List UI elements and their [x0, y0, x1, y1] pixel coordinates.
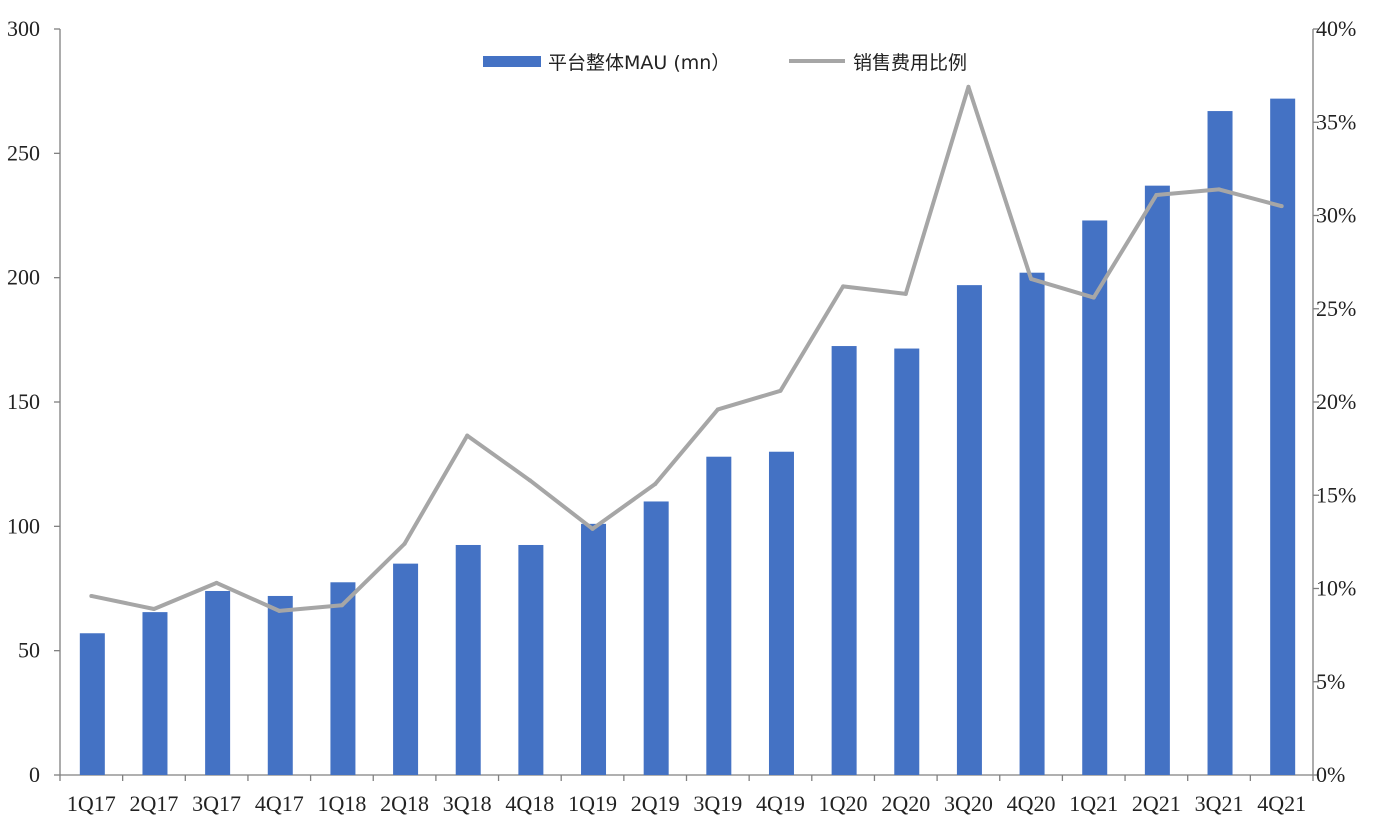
x-tick-label: 2Q18 [380, 791, 429, 816]
point-sales-ratio-4Q18 [527, 478, 532, 483]
x-tick-label: 4Q18 [505, 791, 554, 816]
x-tick-label: 1Q19 [568, 791, 617, 816]
y-left-tick-label: 0 [29, 762, 40, 787]
y-left-tick-label: 150 [7, 389, 40, 414]
x-tick-label: 2Q19 [631, 791, 680, 816]
point-sales-ratio-3Q19 [715, 407, 720, 412]
bar-mau-3Q18 [455, 544, 481, 775]
x-tick-label: 4Q19 [756, 791, 805, 816]
bar-mau-1Q17 [79, 633, 105, 775]
y-left-tick-label: 50 [18, 638, 40, 663]
y-right-tick-label: 10% [1316, 576, 1356, 601]
point-sales-ratio-2Q20 [903, 291, 908, 296]
bar-mau-2Q21 [1144, 185, 1170, 775]
point-sales-ratio-1Q18 [339, 603, 344, 608]
point-sales-ratio-3Q18 [465, 433, 470, 438]
bar-mau-3Q20 [956, 285, 982, 775]
point-sales-ratio-3Q20 [966, 84, 971, 89]
y-right-tick-label: 20% [1316, 389, 1356, 414]
point-sales-ratio-2Q17 [151, 607, 156, 612]
bar-series-mau [79, 98, 1296, 776]
y-right-tick-label: 25% [1316, 296, 1356, 321]
x-tick-label: 3Q17 [192, 791, 241, 816]
bar-mau-1Q18 [330, 582, 356, 775]
y-left-tick-label: 300 [7, 16, 40, 41]
x-tick-label: 1Q18 [317, 791, 366, 816]
x-tick-label: 2Q21 [1132, 791, 1181, 816]
x-tick-label: 1Q17 [67, 791, 116, 816]
point-sales-ratio-4Q17 [277, 608, 282, 613]
bar-mau-2Q19 [643, 501, 669, 775]
point-sales-ratio-4Q19 [778, 388, 783, 393]
point-sales-ratio-1Q19 [590, 526, 595, 531]
y-right-tick-label: 40% [1316, 16, 1356, 41]
y-right-tick-label: 35% [1316, 109, 1356, 134]
y-right-tick-label: 15% [1316, 482, 1356, 507]
point-sales-ratio-2Q19 [653, 482, 658, 487]
line-sales-ratio [90, 84, 1283, 613]
y-left-tick-label: 200 [7, 265, 40, 290]
y-right-tick-label: 0% [1316, 762, 1345, 787]
y-right-tick-label: 30% [1316, 203, 1356, 228]
point-sales-ratio-4Q20 [1029, 276, 1034, 281]
x-tick-label: 1Q21 [1069, 791, 1118, 816]
bar-mau-4Q17 [267, 595, 293, 775]
bar-mau-1Q19 [581, 523, 607, 775]
bar-mau-4Q21 [1270, 98, 1296, 776]
legend-swatch-mau [483, 56, 541, 67]
bar-mau-2Q18 [393, 563, 419, 775]
x-tick-label: 2Q20 [881, 791, 930, 816]
x-tick-label: 3Q21 [1195, 791, 1244, 816]
legend-label-sales-ratio: 销售费用比例 [853, 52, 967, 74]
x-tick-label: 3Q19 [693, 791, 742, 816]
bar-mau-4Q19 [768, 451, 794, 775]
point-sales-ratio-4Q21 [1279, 204, 1284, 209]
legend: 平台整体MAU (mn） 销售费用比例 [483, 52, 967, 74]
x-tick-label: 3Q18 [443, 791, 492, 816]
bar-mau-3Q17 [205, 590, 231, 775]
y-right-tick-label: 5% [1316, 669, 1345, 694]
bar-mau-1Q21 [1082, 220, 1108, 775]
point-sales-ratio-1Q17 [89, 593, 94, 598]
bar-mau-2Q20 [894, 348, 920, 775]
point-sales-ratio-3Q17 [214, 580, 219, 585]
x-tick-label: 1Q20 [819, 791, 868, 816]
point-sales-ratio-2Q18 [402, 541, 407, 546]
legend-label-mau: 平台整体MAU (mn） [548, 52, 730, 74]
bar-mau-2Q17 [142, 612, 168, 775]
tick-labels: 0 50 100 150 200 250 300 0% 5% 10% 15% 20% 25% 30% 35%… [7, 16, 1356, 816]
point-sales-ratio-2Q21 [1154, 192, 1159, 197]
x-tick-label: 2Q17 [130, 791, 179, 816]
bar-mau-1Q20 [831, 346, 857, 775]
line-series-sales-expense-ratio [89, 84, 1284, 613]
y-left-tick-label: 250 [7, 140, 40, 165]
point-sales-ratio-1Q21 [1091, 295, 1096, 300]
x-tick-label: 3Q20 [944, 791, 993, 816]
bar-mau-4Q18 [518, 544, 544, 775]
x-tick-label: 4Q20 [1007, 791, 1056, 816]
x-tick-label: 4Q21 [1257, 791, 1306, 816]
point-sales-ratio-1Q20 [841, 284, 846, 289]
y-left-tick-label: 100 [7, 513, 40, 538]
x-tick-label: 4Q17 [255, 791, 304, 816]
bar-mau-4Q20 [1019, 272, 1045, 775]
point-sales-ratio-3Q21 [1217, 187, 1222, 192]
axes [54, 28, 1319, 781]
bar-mau-3Q21 [1207, 111, 1233, 775]
bar-mau-3Q19 [706, 456, 732, 775]
